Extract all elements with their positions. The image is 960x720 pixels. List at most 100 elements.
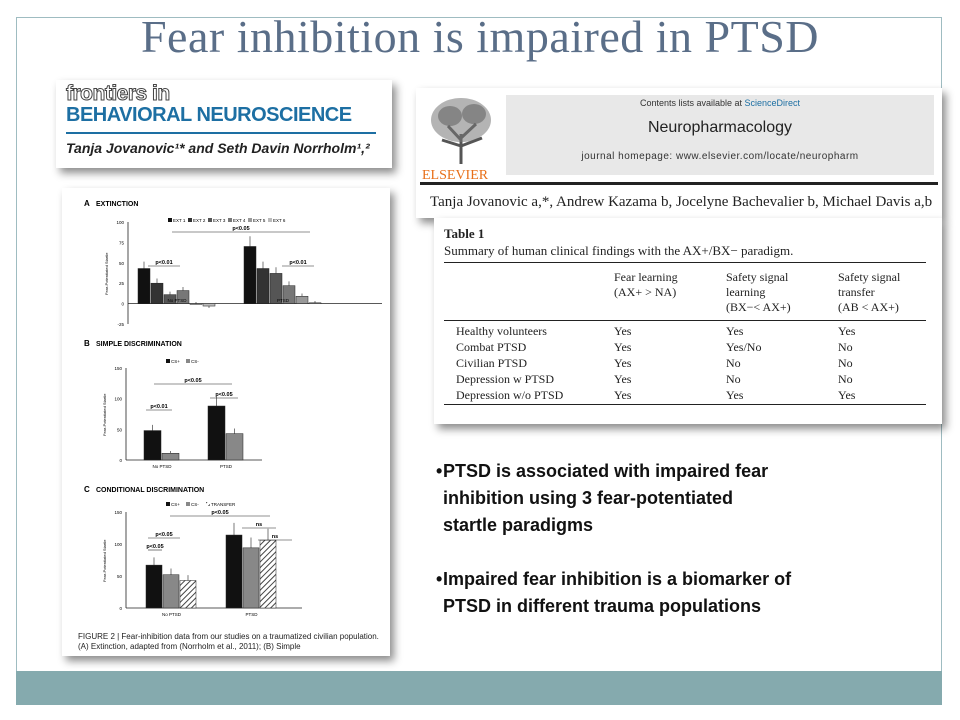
table-row-label: Depression w/o PTSD — [456, 388, 564, 402]
x-tick-label: No PTSD — [162, 612, 182, 617]
significance-label: p<0.05 — [211, 510, 228, 516]
bar — [161, 453, 180, 461]
bullet-line: startle paradigms — [443, 515, 594, 535]
figure-charts: A EXTINCTION B SIMPLE DISCRIMINATION C C… — [84, 199, 382, 617]
bullet-item: • PTSD is associated with impaired fear … — [436, 458, 936, 539]
y-tick-label: 100 — [114, 397, 122, 402]
bar — [295, 296, 309, 304]
y-tick-label: 150 — [114, 510, 122, 515]
journal-info-box: Contents lists available at ScienceDirec… — [506, 95, 934, 175]
table-cell: No — [838, 356, 853, 370]
journal-name-line2: BEHAVIORAL NEUROSCIENCE — [66, 104, 352, 126]
significance-label: p<0.05 — [146, 544, 163, 550]
slide-title: Fear inhibition is impaired in PTSD — [140, 11, 820, 62]
table-header-rule — [444, 320, 926, 321]
legend-label: CS- — [191, 359, 199, 364]
legend-swatch — [166, 359, 170, 363]
bar — [225, 433, 244, 461]
y-tick-label: 75 — [119, 240, 125, 245]
table-cell: Yes — [614, 388, 632, 402]
legend-label: CS- — [191, 502, 199, 507]
article-authors: Tanja Jovanovic a,*, Andrew Kazama b, Jo… — [430, 194, 933, 210]
bar — [176, 290, 190, 304]
bullet-line: inhibition using 3 fear-potentiated — [443, 488, 733, 508]
legend-label: EXT 4 — [233, 218, 246, 223]
table-cell: Yes — [726, 324, 744, 338]
significance-label: p<0.01 — [155, 260, 172, 266]
figure-panel-image: A EXTINCTION B SIMPLE DISCRIMINATION C C… — [62, 188, 390, 656]
legend-swatch — [208, 218, 212, 222]
table-cell: Yes — [614, 356, 632, 370]
sciencedirect-link: ScienceDirect — [744, 98, 801, 108]
legend-swatch — [248, 218, 252, 222]
journal-name-line1: frontiers in — [66, 82, 171, 105]
bar — [282, 285, 296, 304]
bar — [308, 302, 322, 304]
paper-header-image: frontiers in BEHAVIORAL NEUROSCIENCE Tan… — [56, 80, 392, 168]
significance-label: p<0.05 — [215, 392, 232, 398]
table-row-label: Healthy volunteers — [456, 324, 547, 338]
table-title: Table 1 — [444, 226, 485, 241]
publisher-name: ELSEVIER — [422, 168, 489, 183]
bar — [242, 547, 260, 609]
bar — [243, 246, 257, 304]
y-tick-label: 50 — [119, 261, 125, 266]
header-rule — [66, 132, 376, 134]
legend-swatch — [206, 502, 210, 506]
bar — [189, 303, 203, 305]
bar — [256, 268, 270, 304]
y-tick-label: 100 — [116, 220, 124, 225]
y-tick-label: 0 — [121, 302, 124, 307]
chart-marks: Fear-Potentiated Startle 100 75 50 25 0 -25 EXT… — [102, 218, 382, 617]
table-cell: Yes — [614, 324, 632, 338]
article-rule — [420, 182, 938, 185]
table-cell: Yes — [838, 388, 856, 402]
bullet-line: PTSD is associated with impaired fear — [443, 461, 769, 481]
bullet-list: • PTSD is associated with impaired fear … — [436, 458, 936, 620]
y-tick-label: 100 — [114, 542, 122, 547]
significance-label: p<0.05 — [155, 532, 172, 538]
panel-b-title: SIMPLE DISCRIMINATION — [96, 341, 182, 348]
bullet-line: PTSD in different trauma populations — [443, 596, 762, 616]
legend-label: CS+ — [171, 502, 180, 507]
table-cell: No — [838, 372, 853, 386]
table-row-label: Depression w PTSD — [456, 372, 554, 386]
bar — [150, 282, 164, 304]
significance-label: ns — [272, 534, 278, 540]
significance-label: ns — [256, 522, 262, 528]
bar — [207, 405, 226, 461]
bullet-dot: • — [436, 461, 443, 481]
y-axis-label: Fear-Potentiated Startle — [102, 539, 107, 582]
y-tick-label: 50 — [117, 427, 123, 432]
bar — [202, 303, 216, 307]
bullet-dot: • — [436, 569, 443, 589]
y-tick-label: 150 — [114, 366, 122, 371]
x-tick-label: PTSD — [245, 612, 258, 617]
bar — [143, 430, 162, 461]
table-cell: Yes — [838, 324, 856, 338]
contents-line: Contents lists available at ScienceDirec… — [639, 98, 801, 108]
journal-name: Neuropharmacology — [647, 119, 793, 136]
table-bottom-rule — [444, 404, 926, 405]
bar — [145, 564, 163, 609]
paper-authors: Tanja Jovanovic¹* and Seth Davin Norrhol… — [66, 140, 370, 156]
figure-caption: FIGURE 2 | Fear-inhibition data from our… — [78, 632, 379, 651]
legend-swatch — [268, 218, 272, 222]
table-row-label: Civilian PTSD — [456, 356, 528, 370]
table-column-header: Safety signal learning (BX−< AX+) — [726, 270, 791, 314]
significance-label: p<0.01 — [150, 404, 167, 410]
panel-b-letter: B — [84, 339, 90, 348]
table-cell: Yes/No — [726, 340, 762, 354]
legend-label: EXT 2 — [193, 218, 206, 223]
table-cell: Yes — [614, 372, 632, 386]
bullet-item: • Impaired fear inhibition is a biomarke… — [436, 566, 936, 620]
footer-bar — [16, 671, 942, 705]
x-tick-label: No PTSD — [152, 464, 172, 469]
panel-a-title: EXTINCTION — [96, 201, 138, 208]
table-cell: No — [726, 372, 741, 386]
table-top-rule — [444, 262, 926, 263]
article-header-image: ELSEVIER Contents lists available at Sci… — [416, 88, 942, 218]
significance-label: p<0.05 — [184, 378, 201, 384]
legend-swatch — [228, 218, 232, 222]
table-column-header: Fear learning (AX+ > NA) — [614, 270, 678, 299]
